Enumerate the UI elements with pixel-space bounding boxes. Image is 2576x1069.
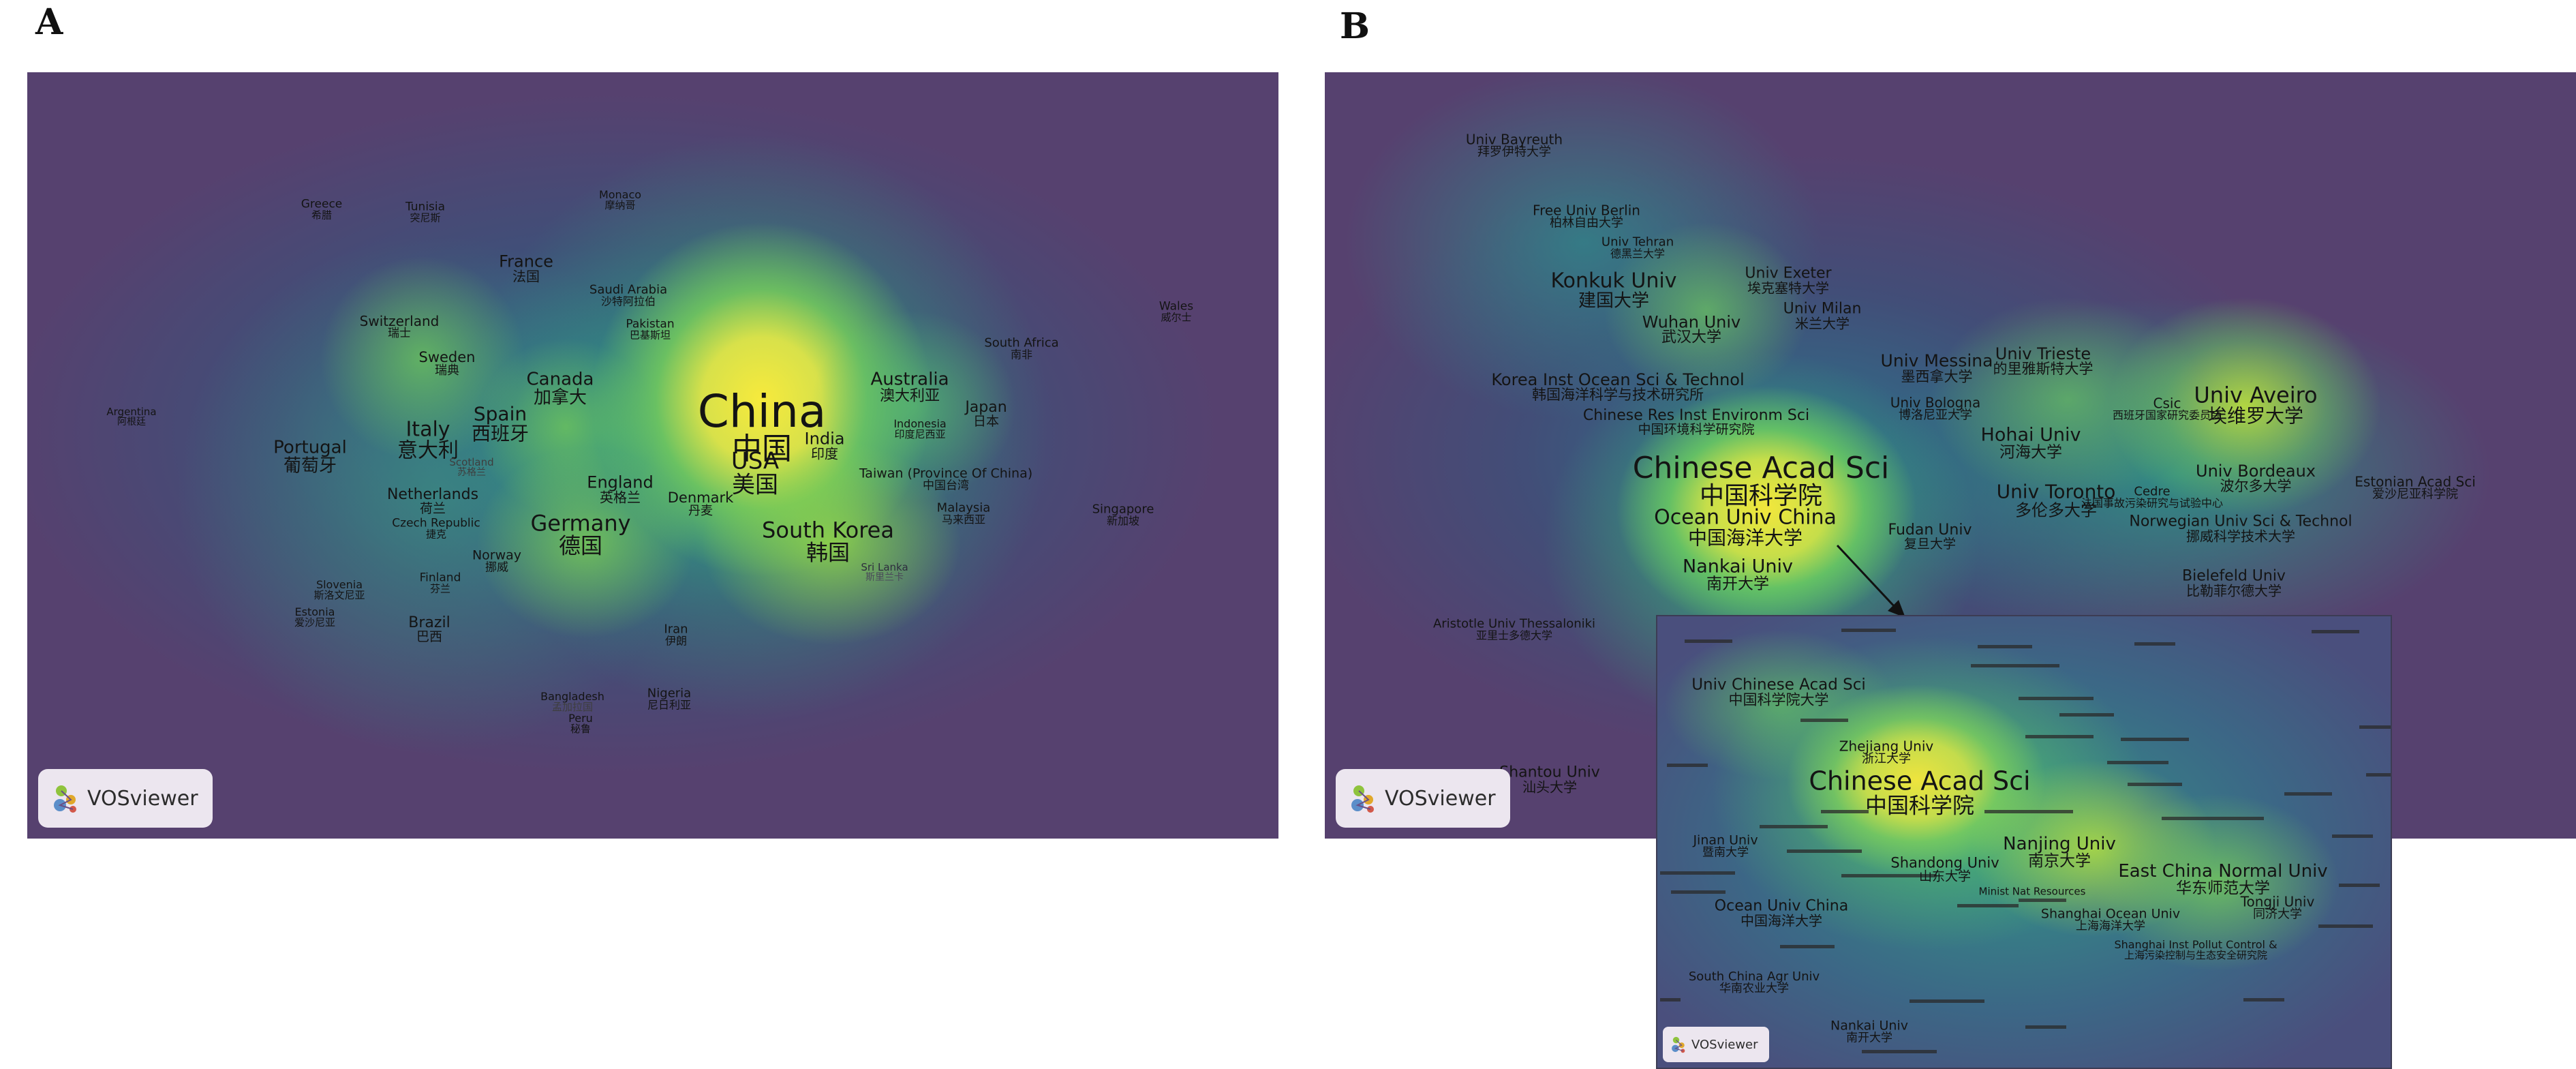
institution-label[interactable]: Zhejiang Univ 浙江大学 [1839, 738, 1934, 767]
institution-label[interactable]: Shantou Univ 汕头大学 [1499, 764, 1600, 796]
country-label[interactable]: Malaysia 马来西亚 [936, 500, 991, 527]
institution-label[interactable]: East China Normal Univ 华东师范大学 [2118, 861, 2328, 897]
institution-label[interactable]: Aristotle Univ Thessaloniki 亚里士多德大学 [1432, 616, 1596, 643]
institution-label[interactable]: Chinese Acad Sci 中国科学院 [1632, 451, 1890, 511]
country-label[interactable]: Canada 加拿大 [526, 369, 594, 408]
institution-label[interactable]: Univ Tehran 德黑兰大学 [1601, 235, 1674, 261]
institution-label[interactable]: Ocean Univ China 中国海洋大学 [1654, 505, 1837, 549]
country-label[interactable]: Japan 日本 [965, 399, 1007, 430]
institution-label[interactable]: Nankai Univ 南开大学 [1683, 556, 1793, 593]
country-label[interactable]: USA 美国 [731, 447, 780, 498]
country-label[interactable]: Slovenia 斯洛文尼亚 [313, 578, 365, 602]
country-label[interactable]: Argentina 阿根廷 [106, 406, 157, 428]
institution-label[interactable]: Shanghai Inst Pollut Control & 上海污染控制与生态安… [2114, 938, 2278, 962]
vosviewer-logo-text: VOSviewer [1385, 786, 1496, 811]
institution-label[interactable]: Univ Milan 米兰大学 [1783, 300, 1862, 333]
institution-label[interactable]: Free Univ Berlin 柏林自由大学 [1533, 202, 1640, 231]
country-label[interactable]: China 中国 [697, 385, 827, 467]
institution-label[interactable]: Csic 西班牙国家研究委员会 [2112, 395, 2222, 423]
country-label[interactable]: Brazil 巴西 [408, 614, 450, 645]
institution-label[interactable]: Nankai Univ 南开大学 [1830, 1018, 1908, 1046]
country-label[interactable]: Spain 西班牙 [471, 402, 530, 445]
vosviewer-badge: VOSviewer [1663, 1027, 1769, 1062]
country-label[interactable]: Finland 芬兰 [419, 571, 461, 596]
country-label[interactable]: Switzerland 瑞士 [359, 313, 440, 341]
institution-label[interactable]: South China Agr Univ 华南农业大学 [1688, 969, 1820, 996]
vosviewer-logo-icon [1351, 785, 1374, 813]
country-label[interactable]: Scotland 苏格兰 [449, 456, 494, 479]
institution-label[interactable]: Tongji Univ 同济大学 [2240, 893, 2315, 922]
country-label[interactable]: Peru 秘鲁 [568, 712, 593, 736]
vosviewer-logo-icon [54, 785, 76, 813]
country-label[interactable]: Saudi Arabia 沙特阿拉伯 [589, 282, 668, 309]
institution-label[interactable]: Cedre 法国事故污染研究与试验中心 [2081, 484, 2224, 511]
country-label[interactable]: South Africa 南非 [984, 335, 1059, 362]
country-label[interactable]: Tunisia 突尼斯 [405, 200, 446, 225]
country-label[interactable]: Netherlands 荷兰 [386, 486, 479, 517]
country-label[interactable]: Singapore 新加坡 [1092, 502, 1154, 528]
vosviewer-logo-text: VOSviewer [87, 786, 198, 811]
institution-label[interactable]: Univ Exeter 埃克塞特大学 [1745, 265, 1832, 297]
institution-label[interactable]: Nanjing Univ 南京大学 [2003, 834, 2116, 870]
institution-label[interactable]: Korea Inst Ocean Sci & Technol 韩国海洋科学与技术研… [1491, 370, 1745, 404]
country-label[interactable]: Taiwan (Province Of China) 中国台湾 [859, 466, 1033, 494]
institution-label[interactable]: Chinese Res Inst Environm Sci 中国环境科学研究院 [1582, 407, 1810, 438]
country-label[interactable]: Italy 意大利 [397, 417, 459, 462]
country-label[interactable]: Indonesia 印度尼西亚 [893, 417, 947, 441]
vosviewer-badge: VOSviewer [38, 769, 213, 828]
country-label[interactable]: France 法国 [499, 252, 553, 286]
country-label[interactable]: South Korea 韩国 [762, 517, 894, 565]
institution-label[interactable]: Bielefeld Univ 比勒菲尔德大学 [2182, 567, 2286, 600]
country-label[interactable]: England 英格兰 [587, 472, 654, 507]
institution-label[interactable]: Shandong Univ 山东大学 [1890, 854, 1999, 885]
country-label[interactable]: Australia 澳大利亚 [870, 369, 949, 405]
institution-label[interactable]: Fudan Univ 复旦大学 [1888, 522, 1972, 552]
institution-label[interactable]: Univ Bordeaux 波尔多大学 [2196, 462, 2316, 495]
country-label[interactable]: India 印度 [804, 429, 845, 463]
country-label[interactable]: Norway 挪威 [472, 547, 522, 575]
country-label[interactable]: Sri Lanka 斯里兰卡 [861, 561, 908, 584]
country-label[interactable]: Bangladesh 孟加拉国 [540, 690, 604, 714]
vosviewer-logo-icon [1672, 1036, 1685, 1053]
density-glow [1345, 72, 1822, 420]
institution-label[interactable]: Univ Aveiro 埃维罗大学 [2194, 382, 2318, 427]
country-label[interactable]: Monaco 摩纳哥 [598, 188, 642, 212]
panel-letter-a: A [35, 1, 63, 43]
country-label[interactable]: Pakistan 巴基斯坦 [626, 317, 675, 342]
institution-label[interactable]: Konkuk Univ 建国大学 [1550, 269, 1677, 312]
country-label[interactable]: Estonia 爱沙尼亚 [294, 605, 336, 629]
density-map-countries[interactable]: China 中国 USA 美国 India 印度 South Korea 韩国 Germ… [27, 72, 1278, 839]
institution-label[interactable]: Wuhan Univ 武汉大学 [1642, 312, 1741, 347]
institution-label[interactable]: Norwegian Univ Sci & Technol 挪威科学技术大学 [2129, 513, 2352, 545]
institution-label[interactable]: Jinan Univ 暨南大学 [1693, 832, 1758, 860]
institution-label[interactable]: Minist Nat Resources [1978, 885, 2086, 898]
institution-label[interactable]: Univ Toronto 多伦多大学 [1996, 480, 2116, 520]
vosviewer-badge: VOSviewer [1336, 769, 1510, 828]
country-label[interactable]: Wales 威尔士 [1159, 299, 1194, 325]
institution-label[interactable]: Univ Bologna 博洛尼亚大学 [1890, 394, 1981, 423]
minor-label-marks [1660, 629, 2391, 1053]
vosviewer-logo-text: VOSviewer [1691, 1037, 1758, 1052]
institution-label[interactable]: Ocean Univ China 中国海洋大学 [1714, 897, 1849, 930]
institution-label[interactable]: Univ Bayreuth 拜罗伊特大学 [1465, 131, 1563, 160]
institution-label[interactable]: Univ Chinese Acad Sci 中国科学院大学 [1691, 676, 1866, 709]
country-label[interactable]: Iran 伊朗 [664, 622, 688, 648]
country-label[interactable]: Denmark 丹麦 [667, 490, 734, 519]
institution-label[interactable]: Univ Trieste 的里雅斯特大学 [1993, 344, 2094, 378]
country-label[interactable]: Germany 德国 [530, 510, 631, 558]
country-label[interactable]: Sweden 瑞典 [418, 349, 476, 378]
institution-label[interactable]: Shanghai Ocean Univ 上海海洋大学 [2040, 906, 2181, 934]
country-label[interactable]: Portugal 葡萄牙 [273, 437, 347, 476]
zoomed-inset-map[interactable]: Chinese Acad Sci 中国科学院 Univ Chinese Acad … [1656, 615, 2392, 1069]
institution-label[interactable]: Hohai Univ 河海大学 [1980, 424, 2081, 462]
institution-label[interactable]: Estonian Acad Sci 爱沙尼亚科学院 [2355, 473, 2476, 502]
country-label[interactable]: Greece 希腊 [301, 197, 343, 222]
institution-label[interactable]: Univ Messina 墨西拿大学 [1880, 350, 1993, 385]
country-label[interactable]: Nigeria 尼日利亚 [647, 686, 692, 712]
country-label[interactable]: Czech Republic 捷克 [392, 516, 480, 541]
panel-letter-b: B [1340, 5, 1370, 47]
institution-label[interactable]: Chinese Acad Sci 中国科学院 [1809, 766, 2031, 819]
